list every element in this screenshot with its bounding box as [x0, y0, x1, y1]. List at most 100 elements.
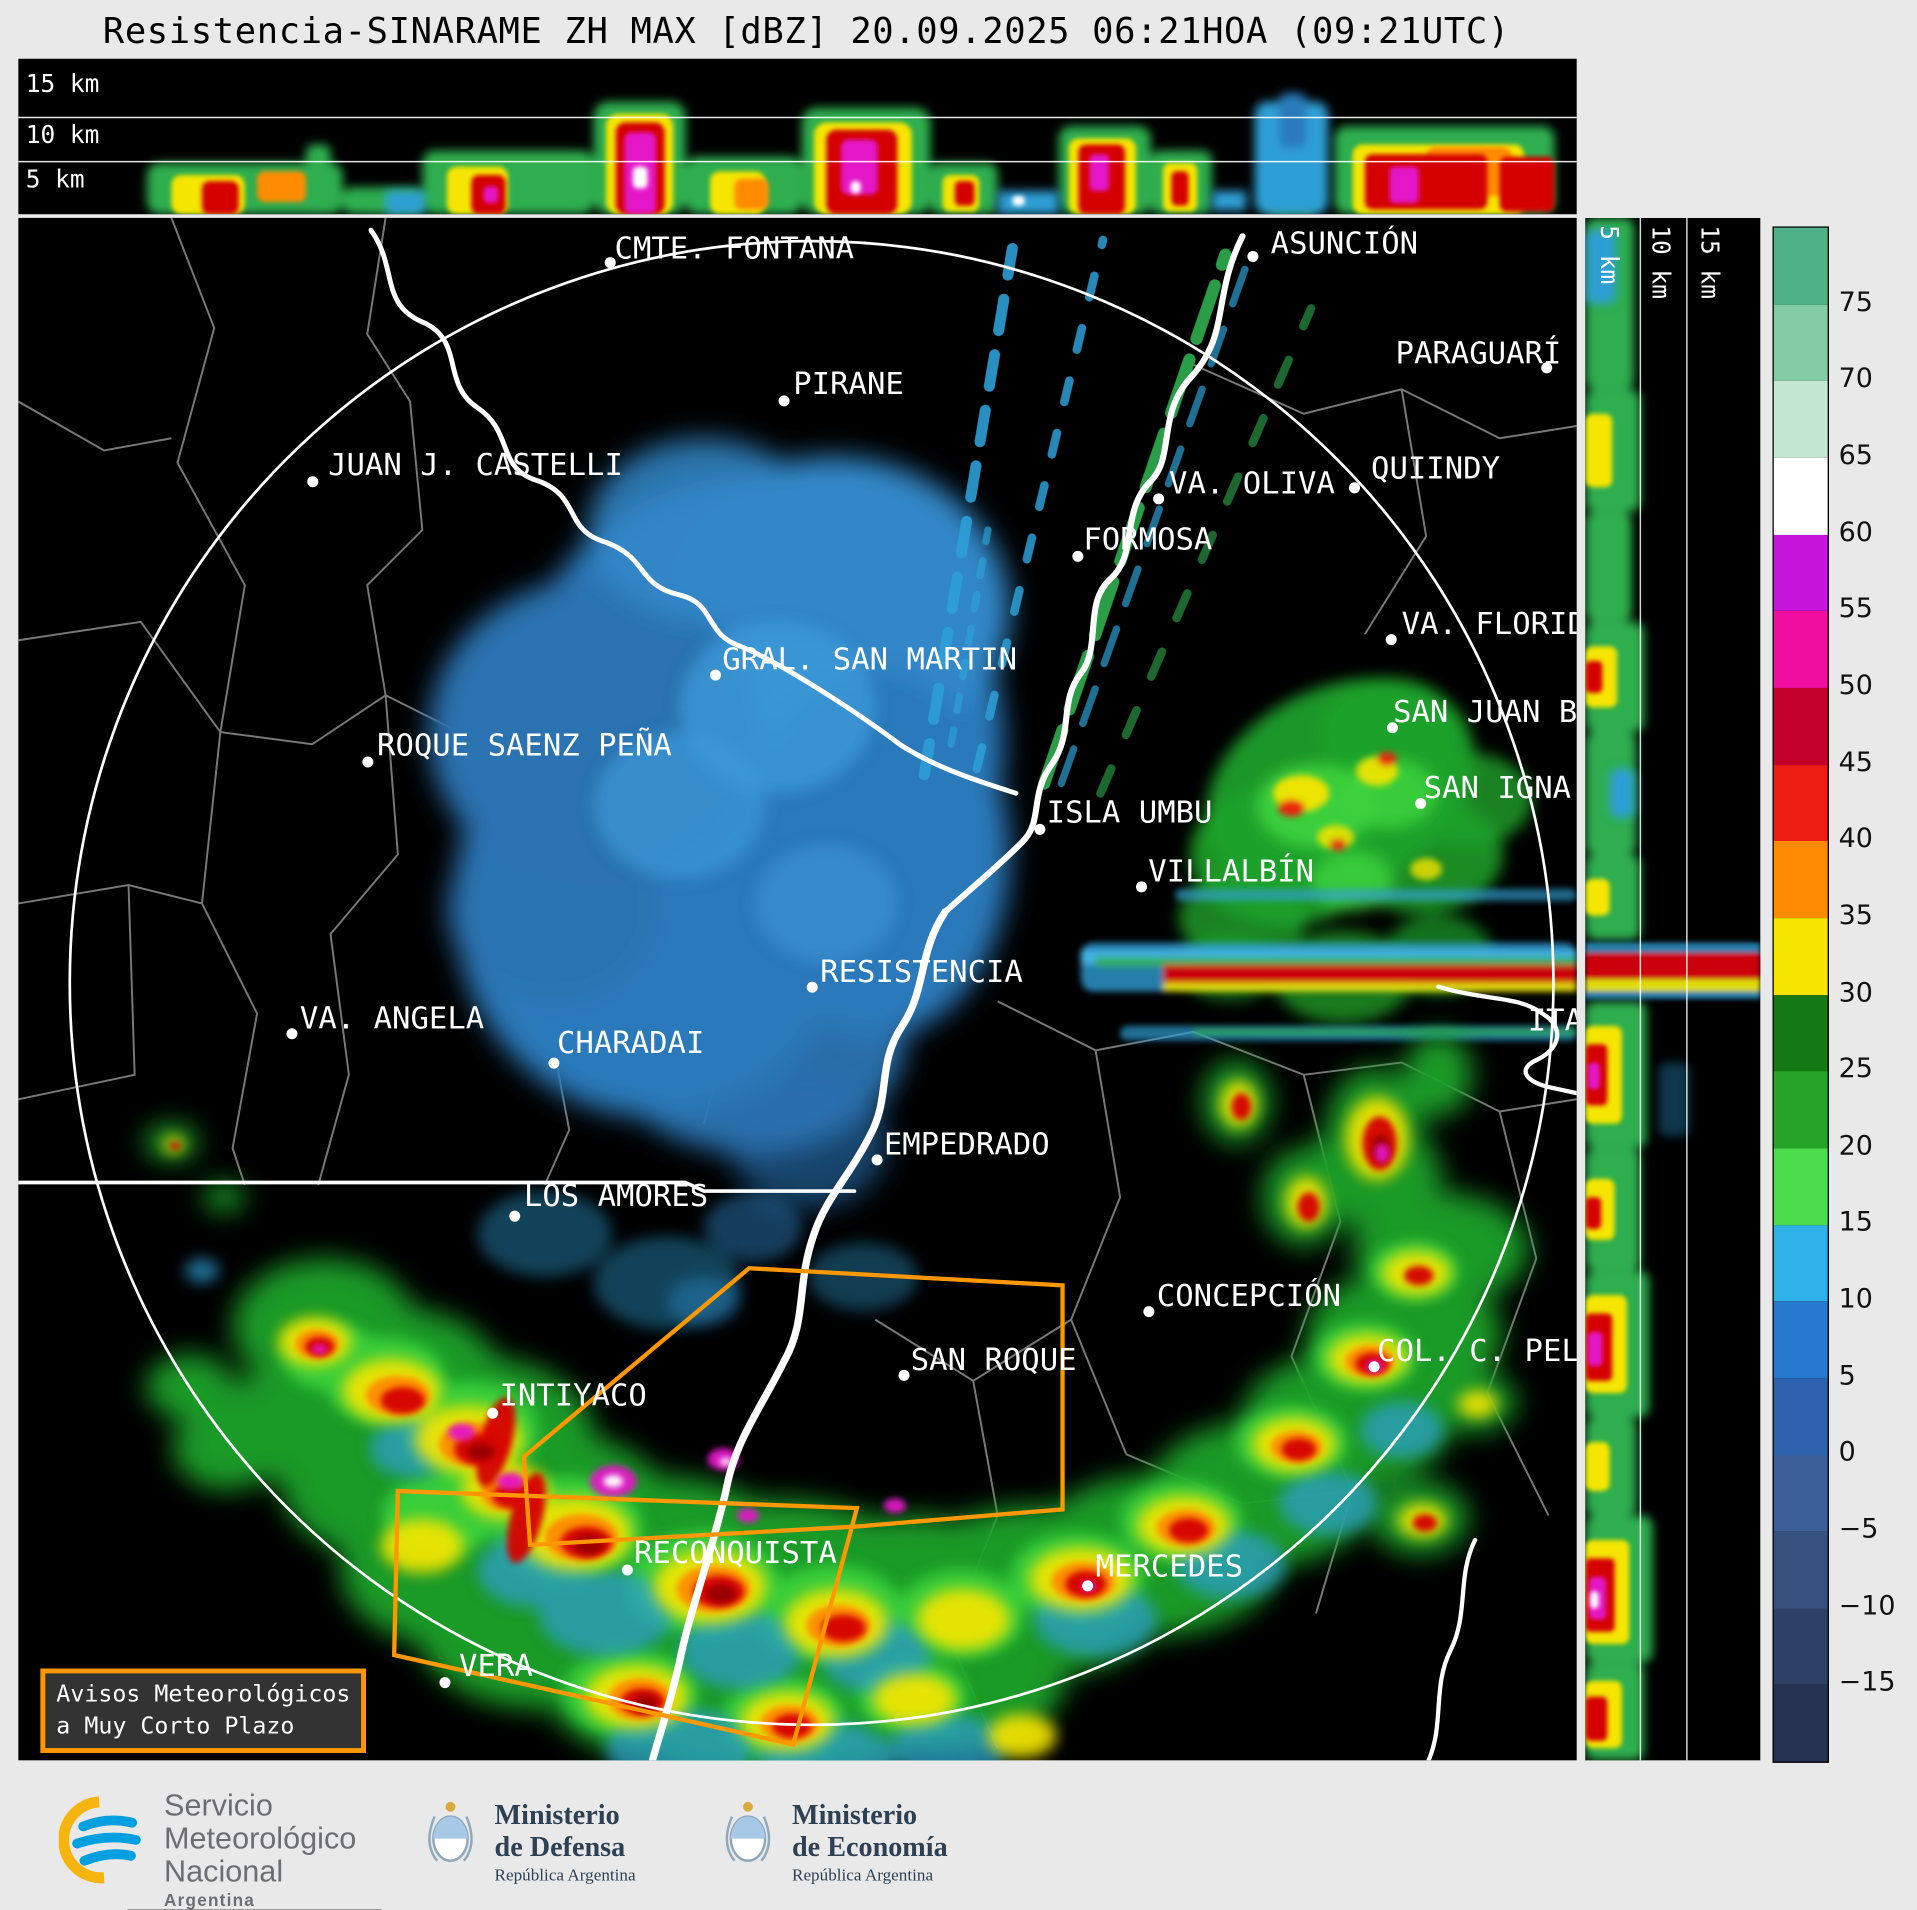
colorbar-tick: 55 — [1838, 593, 1873, 625]
colorbar-tick: −15 — [1838, 1667, 1896, 1698]
smn-logo-icon — [58, 1795, 150, 1890]
city-label: VILLALBÍN — [1148, 853, 1315, 889]
city-label: SAN ROQUE — [910, 1341, 1077, 1378]
economia-sub: República Argentina — [792, 1866, 934, 1885]
city-dot — [898, 1369, 910, 1381]
colorbar-segment — [1773, 1378, 1828, 1455]
city-dot — [604, 257, 616, 269]
smn-name-line2: Meteorológico — [164, 1821, 357, 1856]
defensa-name-line1: Ministerio — [494, 1799, 620, 1831]
altitude-gridlines — [1639, 217, 1688, 1761]
city-dot — [1034, 823, 1046, 835]
colorbar-tick: 25 — [1838, 1053, 1873, 1085]
altitude-label-15km-v: 15 km — [1695, 225, 1725, 299]
city-label: PARAGUARÍ — [1395, 335, 1562, 371]
city-dot — [509, 1210, 521, 1222]
city-label: CMTE. FONTANA — [614, 230, 855, 266]
city-dot — [1153, 493, 1165, 505]
range-ring — [68, 239, 1555, 1727]
colorbar-tick: 35 — [1838, 900, 1873, 932]
city-label: VA. ANGELA — [299, 1000, 485, 1036]
city-dot — [439, 1677, 451, 1689]
city-label: VA. OLIVA — [1169, 465, 1335, 501]
city-dot — [1368, 1361, 1380, 1373]
echo-layer — [144, 235, 1577, 1761]
colorbar-segment — [1773, 1608, 1828, 1685]
colorbar-segment — [1773, 304, 1828, 382]
economia-coat-of-arms-icon — [720, 1797, 776, 1873]
city-dot — [1247, 250, 1259, 262]
city-dot — [1072, 550, 1084, 562]
city-dot — [307, 476, 319, 488]
right-cross-section-graphics — [1585, 217, 1761, 1761]
city-layer: CMTE. FONTANA ASUNCIÓN PIRANE PARAGUARÍ JUAN… — [18, 218, 1577, 1760]
colorbar-tick: 20 — [1838, 1131, 1873, 1162]
colorbar-segment — [1773, 994, 1828, 1072]
colorbar-segment — [1773, 1684, 1828, 1762]
city-label: SAN JUAN B — [1393, 694, 1577, 730]
colorbar-segment — [1773, 457, 1828, 535]
city-dot — [1385, 634, 1397, 646]
smn-country: Argentina — [164, 1890, 256, 1910]
city-label: ISLA UMBU — [1046, 794, 1213, 830]
city-label: VA. FLORIDA — [1401, 605, 1577, 642]
city-dot — [806, 981, 818, 993]
altitude-label-15km: 15 km — [25, 68, 100, 98]
map-graphics — [18, 217, 1577, 1761]
colorbar-tick: 0 — [1838, 1437, 1856, 1468]
echo-layer — [146, 93, 1555, 215]
city-dot — [1541, 362, 1553, 374]
right-cross-section-panel: 5 km 10 km 15 km — [1585, 217, 1761, 1761]
defensa-sub: República Argentina — [494, 1866, 636, 1885]
city-label: LOS AMORES — [523, 1177, 709, 1214]
city-dot — [487, 1407, 499, 1419]
city-label: ROQUE SAENZ PEÑA — [377, 727, 672, 763]
warning-polygons — [391, 1266, 1065, 1747]
colorbar-segment — [1773, 1301, 1828, 1379]
city-label: QUIINDY — [1371, 450, 1501, 486]
page-title: Resistencia-SINARAME ZH MAX [dBZ] 20.09.… — [102, 9, 1510, 52]
rivers-layer — [18, 227, 1577, 1761]
warning-legend-line1: Avisos Meteorológicos — [56, 1680, 351, 1708]
city-dot — [1143, 1306, 1155, 1318]
smn-name-line3: Nacional — [164, 1853, 284, 1889]
defensa-wordmark: Ministerio de Defensa República Argentin… — [495, 1799, 636, 1885]
top-cross-section-panel: 15 km 10 km 5 km — [18, 58, 1577, 215]
dbz-colorbar — [1772, 226, 1829, 1763]
colorbar-tick: 40 — [1838, 823, 1873, 855]
footer: Servicio Meteorológico Nacional Argentin… — [0, 1785, 1917, 1910]
colorbar-tick: 5 — [1838, 1361, 1856, 1392]
colorbar-tick: 70 — [1838, 363, 1873, 395]
colorbar-segment — [1773, 227, 1828, 305]
city-label: RECONQUISTA — [634, 1535, 837, 1571]
city-dot — [548, 1057, 560, 1069]
city-label: ASUNCIÓN — [1270, 225, 1419, 261]
dbz-colorbar-ticks: 75 70 65 60 55 50 45 40 35 30 25 20 15 10 5 0 −5 −10 −15 — [1839, 226, 1915, 1760]
colorbar-tick: 60 — [1838, 517, 1873, 549]
colorbar-segment — [1773, 841, 1828, 918]
colorbar-segment — [1773, 1454, 1828, 1532]
city-label: CHARADAI — [556, 1024, 705, 1061]
defensa-coat-of-arms-icon — [422, 1797, 478, 1873]
city-label: SAN IGNA — [1423, 769, 1572, 806]
colorbar-tick: 10 — [1838, 1284, 1873, 1315]
colorbar-tick: 15 — [1838, 1207, 1873, 1238]
colorbar-tick: 45 — [1838, 747, 1873, 779]
city-dot — [1082, 1580, 1094, 1592]
altitude-label-5km-v: 5 km — [1595, 225, 1625, 285]
city-dot — [621, 1564, 633, 1576]
colorbar-tick: −5 — [1838, 1514, 1879, 1545]
altitude-label-5km: 5 km — [25, 164, 85, 194]
colorbar-tick: 30 — [1838, 978, 1873, 1009]
warning-legend-box: Avisos Meteorológicos a Muy Corto Plazo — [40, 1668, 367, 1754]
city-dot — [286, 1028, 298, 1040]
warning-legend-line2: a Muy Corto Plazo — [56, 1712, 295, 1740]
colorbar-segment — [1773, 687, 1828, 765]
economia-wordmark: Ministerio de Economía República Argenti… — [792, 1799, 948, 1885]
colorbar-segment — [1773, 917, 1828, 995]
city-label: PIRANE — [793, 366, 904, 402]
colorbar-segment — [1773, 1531, 1828, 1609]
city-label: MERCEDES — [1095, 1548, 1244, 1585]
city-label: EMPEDRADO — [883, 1126, 1050, 1162]
